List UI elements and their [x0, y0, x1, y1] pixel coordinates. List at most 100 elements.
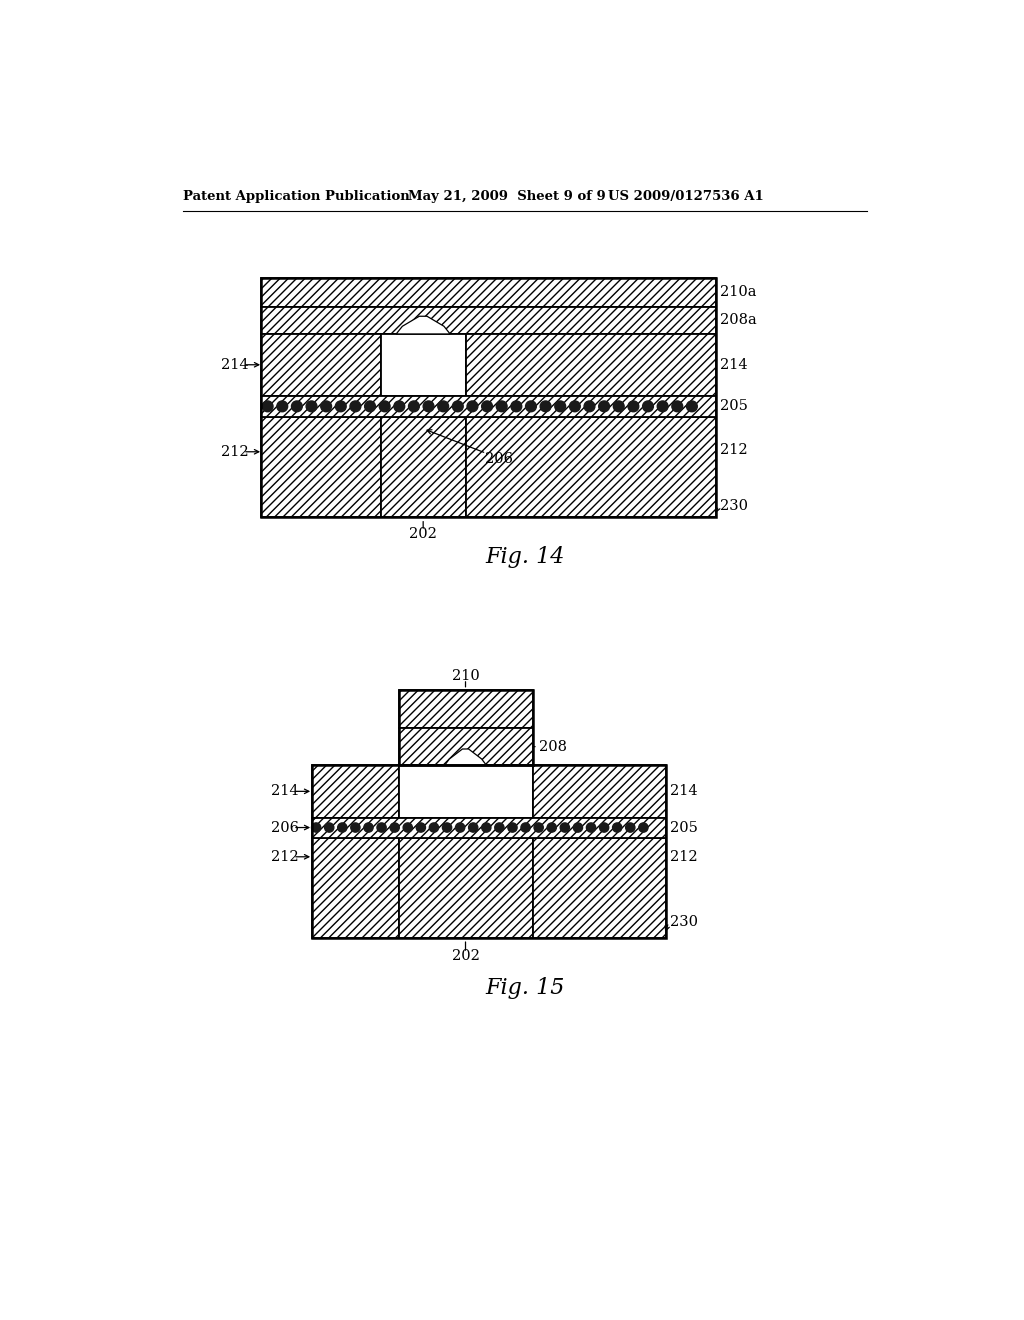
- Bar: [398, 766, 534, 817]
- Bar: [261, 334, 381, 396]
- Circle shape: [547, 822, 556, 832]
- Circle shape: [508, 822, 517, 832]
- Circle shape: [686, 401, 697, 412]
- Circle shape: [469, 822, 478, 832]
- Bar: [381, 334, 466, 396]
- Circle shape: [423, 401, 434, 412]
- Circle shape: [321, 401, 332, 412]
- Circle shape: [612, 822, 622, 832]
- Text: Fig. 15: Fig. 15: [485, 977, 564, 999]
- Polygon shape: [444, 748, 486, 766]
- Text: 214: 214: [221, 358, 249, 372]
- Circle shape: [672, 401, 683, 412]
- Circle shape: [350, 401, 360, 412]
- Text: 205: 205: [720, 400, 749, 413]
- Polygon shape: [396, 317, 451, 334]
- Bar: [466, 417, 716, 517]
- Bar: [398, 689, 534, 766]
- Circle shape: [276, 401, 288, 412]
- Text: 208a: 208a: [720, 313, 757, 327]
- Text: Fig. 14: Fig. 14: [485, 546, 564, 568]
- Circle shape: [336, 401, 346, 412]
- Text: 214: 214: [271, 784, 299, 799]
- Circle shape: [453, 401, 463, 412]
- Text: 214: 214: [720, 358, 748, 372]
- Circle shape: [560, 822, 569, 832]
- Circle shape: [467, 401, 478, 412]
- Text: 212: 212: [720, 444, 748, 457]
- Text: 202: 202: [452, 949, 479, 964]
- Circle shape: [584, 401, 595, 412]
- Circle shape: [292, 401, 302, 412]
- Circle shape: [521, 822, 530, 832]
- Circle shape: [456, 822, 465, 832]
- Text: Patent Application Publication: Patent Application Publication: [183, 190, 410, 203]
- Bar: [261, 277, 716, 517]
- Circle shape: [403, 822, 413, 832]
- Circle shape: [497, 401, 507, 412]
- Text: 210: 210: [452, 669, 479, 682]
- Bar: [398, 729, 534, 766]
- Circle shape: [409, 401, 419, 412]
- Circle shape: [306, 401, 316, 412]
- Circle shape: [338, 822, 347, 832]
- Bar: [534, 766, 666, 817]
- Circle shape: [364, 822, 373, 832]
- Bar: [261, 417, 381, 517]
- Circle shape: [416, 822, 425, 832]
- Circle shape: [429, 822, 438, 832]
- Circle shape: [481, 822, 490, 832]
- Bar: [311, 766, 398, 817]
- Text: 202: 202: [410, 527, 437, 541]
- Circle shape: [351, 822, 360, 832]
- Circle shape: [379, 401, 390, 412]
- Bar: [398, 838, 534, 937]
- Circle shape: [587, 822, 596, 832]
- Circle shape: [365, 401, 376, 412]
- Circle shape: [573, 822, 583, 832]
- Circle shape: [325, 822, 334, 832]
- Bar: [311, 817, 666, 838]
- Circle shape: [377, 822, 386, 832]
- Circle shape: [438, 401, 449, 412]
- Bar: [398, 689, 534, 729]
- Circle shape: [525, 401, 537, 412]
- Text: 230: 230: [671, 915, 698, 929]
- Text: 230: 230: [720, 499, 749, 512]
- Text: 212: 212: [271, 850, 299, 863]
- Circle shape: [643, 401, 653, 412]
- Circle shape: [481, 401, 493, 412]
- Bar: [261, 396, 716, 417]
- Text: 210a: 210a: [720, 285, 757, 300]
- Bar: [534, 838, 666, 937]
- Circle shape: [541, 401, 551, 412]
- Text: 206: 206: [484, 453, 513, 466]
- Circle shape: [495, 822, 504, 832]
- Bar: [381, 417, 466, 517]
- Bar: [311, 838, 398, 937]
- Bar: [261, 277, 716, 308]
- Text: US 2009/0127536 A1: US 2009/0127536 A1: [608, 190, 764, 203]
- Text: May 21, 2009  Sheet 9 of 9: May 21, 2009 Sheet 9 of 9: [408, 190, 605, 203]
- Text: 205: 205: [671, 821, 698, 834]
- Text: 212: 212: [221, 445, 249, 459]
- Circle shape: [394, 401, 404, 412]
- Circle shape: [262, 401, 273, 412]
- Circle shape: [599, 822, 608, 832]
- Bar: [466, 334, 716, 396]
- Circle shape: [569, 401, 581, 412]
- Circle shape: [511, 401, 521, 412]
- Circle shape: [657, 401, 668, 412]
- Circle shape: [599, 401, 609, 412]
- Text: 206: 206: [271, 821, 299, 834]
- Circle shape: [311, 822, 321, 832]
- Circle shape: [535, 822, 544, 832]
- Circle shape: [626, 822, 635, 832]
- Text: 212: 212: [671, 850, 698, 863]
- Circle shape: [442, 822, 452, 832]
- Circle shape: [390, 822, 399, 832]
- Text: 208: 208: [540, 739, 567, 754]
- Circle shape: [628, 401, 639, 412]
- Circle shape: [555, 401, 565, 412]
- Circle shape: [613, 401, 625, 412]
